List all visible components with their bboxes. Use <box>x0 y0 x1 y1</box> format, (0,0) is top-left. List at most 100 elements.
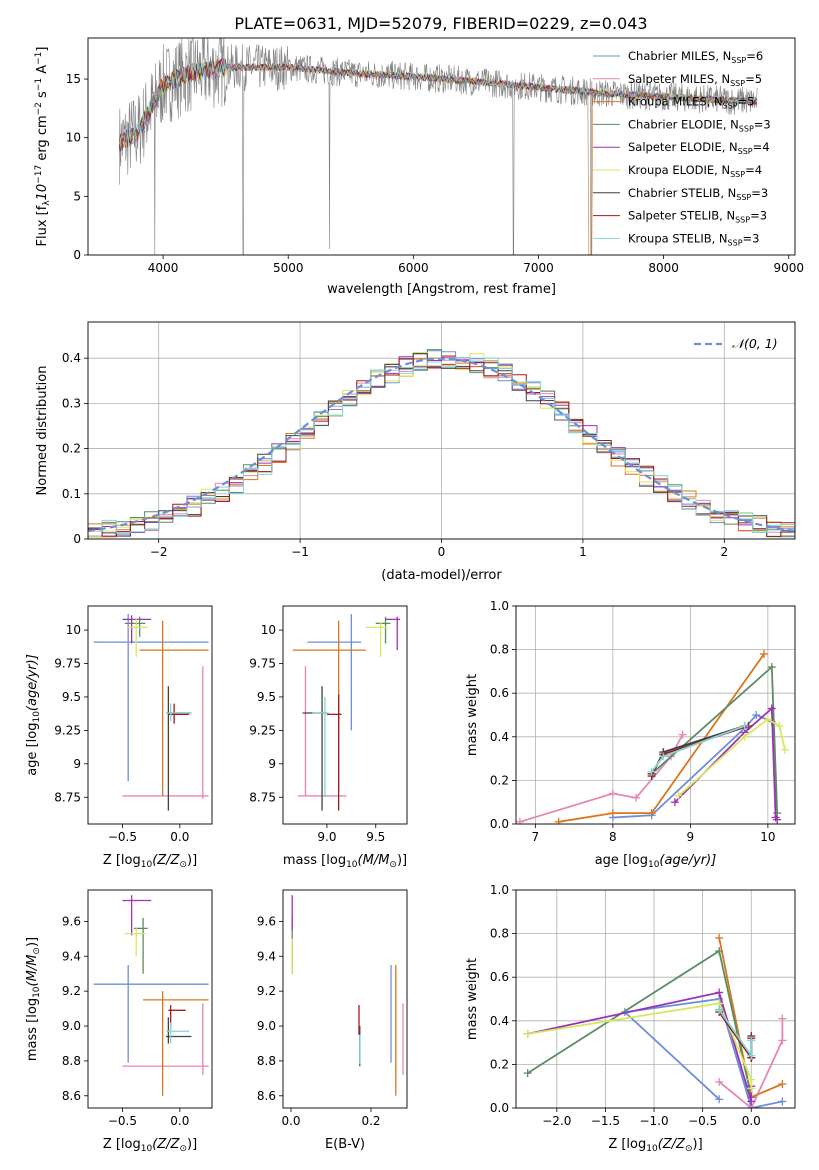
mass_vs_Z-ytick-label: 9.4 <box>62 949 81 963</box>
residual_hist-xlabel: (data-model)/error <box>381 568 502 583</box>
legend-entry: Kroupa STELIB, NSSP=3 <box>628 231 759 247</box>
weight_vs_age-ylabel: mass weight <box>465 674 480 756</box>
histogram-series <box>88 357 795 534</box>
spectrum-axes: 4000 5000 6000 7000 8000 9000 0 5 10 15 <box>66 72 804 275</box>
weight-marker <box>678 730 687 739</box>
mass_vs_Z-xtick-label: −0.5 <box>108 1114 137 1128</box>
residual_hist-ylabel: Normed distribution <box>35 366 50 496</box>
age_vs_Z-ylabel: age [log10(age/yr)] <box>25 654 42 776</box>
age_vs_mass-xtick-label: 9.0 <box>317 830 336 844</box>
weight-line <box>718 937 783 1099</box>
mass_vs_Z-frame <box>87 889 213 1109</box>
weight_vs_age-xtick-label: 10 <box>760 830 775 844</box>
weight-line <box>718 1018 784 1108</box>
errorbar-point <box>122 895 152 936</box>
mass_vs_Z-xlabel: Z [log10(Z/Z⊙)] <box>103 1137 197 1154</box>
mass_vs_EBV-axes: 0.0 0.2 8.6 8.8 9.0 9.2 9.4 9.6 <box>257 914 381 1128</box>
age_vs_mass-xlabel: mass [log10(M/M⊙)] <box>283 853 407 870</box>
mass_vs_EBV-ytick-label: 8.8 <box>257 1054 276 1068</box>
mass_vs_Z-axes: −0.5 0.0 8.6 8.8 9.0 9.2 9.4 9.6 <box>62 914 189 1128</box>
weight_vs_Z-xtick-label: −1.5 <box>591 1114 620 1128</box>
age_vs_mass-ytick-label: 8.75 <box>249 790 276 804</box>
age_vs_Z-xlabel: Z [log10(Z/Z⊙)] <box>103 853 197 870</box>
errorbar-point <box>93 964 209 1063</box>
weight_vs_Z-ytick-label: 0.8 <box>490 927 509 941</box>
errorbar-point <box>143 991 209 1096</box>
weight-marker <box>523 1029 532 1038</box>
residual_hist-axes: −2 −1 0 1 2 0 0.1 0.2 0.3 0.4 <box>62 322 795 559</box>
weight_vs_age-ytick-label: 0.6 <box>490 686 509 700</box>
mass_vs_EBV-xtick-label: 0.0 <box>281 1114 300 1128</box>
weight-marker <box>773 815 782 824</box>
errorbar-point <box>326 694 342 811</box>
spectrum-xlabel: wavelength [Angstrom, rest frame] <box>327 282 556 297</box>
errorbar-point <box>307 614 362 731</box>
weight-marker <box>715 1077 724 1086</box>
weight-marker <box>778 1080 787 1089</box>
weight_vs_age-series <box>516 649 789 824</box>
spectrum-ytick-label: 15 <box>66 72 81 86</box>
weight_vs_age-ytick-label: 1.0 <box>490 599 509 613</box>
weight-line <box>527 949 753 1098</box>
weight-marker <box>778 1014 787 1023</box>
age_vs_Z-points <box>93 614 209 811</box>
weight_vs_age-ytick-label: 0.0 <box>490 817 509 831</box>
weight-marker <box>647 809 656 818</box>
residual_hist-ytick-label: 0.4 <box>62 351 81 365</box>
weight-marker <box>715 933 724 942</box>
weight-marker <box>778 1036 787 1045</box>
age_vs_Z-ytick-label: 9.75 <box>54 657 81 671</box>
errorbar-point <box>166 1022 190 1044</box>
weight-marker <box>516 817 524 824</box>
mass_vs_EBV-ytick-label: 9.4 <box>257 949 276 963</box>
spectrum-ytick-label: 10 <box>66 131 81 145</box>
histogram-legend-label: 𝒩(0, 1) <box>732 336 778 351</box>
weight-marker <box>608 789 617 798</box>
errorbar-point <box>124 616 146 637</box>
mass_vs_Z-ytick-label: 8.8 <box>62 1054 81 1068</box>
spectrum-xtick-label: 5000 <box>273 261 304 275</box>
mass_vs_EBV-ytick-label: 8.6 <box>257 1089 276 1103</box>
weight-marker <box>767 663 776 672</box>
spectrum-xtick-label: 9000 <box>773 261 804 275</box>
weight-marker <box>747 1051 756 1060</box>
weight-marker <box>715 947 724 956</box>
errorbar-point <box>168 703 190 724</box>
weight_vs_Z-frame <box>515 889 796 1109</box>
weight-marker <box>670 798 679 807</box>
legend-entry: Chabrier STELIB, NSSP=3 <box>628 186 768 202</box>
age_vs_mass-ytick-label: 10 <box>261 623 276 637</box>
spectrum-ytick-label: 0 <box>73 248 81 262</box>
spectrum-xtick-label: 4000 <box>148 261 179 275</box>
residual_hist-ytick-label: 0.3 <box>62 396 81 410</box>
weight_vs_Z-ytick-label: 0.6 <box>490 970 509 984</box>
weight_vs_Z-xtick-label: 0.0 <box>742 1114 761 1128</box>
spectrum-legend: Chabrier MILES, NSSP=6 Salpeter MILES, NS… <box>593 49 771 247</box>
spectrum-lines <box>118 38 758 255</box>
weight-marker <box>747 1084 756 1093</box>
weight-marker <box>659 752 668 761</box>
weight_vs_Z-xlabel: Z [log10(Z/Z⊙)] <box>608 1137 702 1154</box>
age_vs_Z-ytick-label: 9.5 <box>62 690 81 704</box>
spectrum-ytick-label: 5 <box>73 189 81 203</box>
residual_hist-xtick-label: 0 <box>438 545 446 559</box>
age_vs_Z-frame <box>87 605 213 825</box>
weight-marker <box>715 988 724 997</box>
weight-line <box>651 665 779 814</box>
errorbar-point <box>166 703 192 722</box>
mass_vs_Z-ylabel: mass [log10(M/M⊙)] <box>25 937 42 1061</box>
errorbar-point <box>292 620 366 791</box>
weight_vs_Z-ylabel: mass weight <box>465 958 480 1040</box>
weight-marker <box>760 649 768 658</box>
weight-marker <box>747 1097 756 1106</box>
age_vs_mass-xtick-label: 9.5 <box>366 830 385 844</box>
age_vs_mass-ytick-label: 9.75 <box>249 657 276 671</box>
mass_vs_Z-points <box>93 895 209 1096</box>
spectrum-frame <box>87 37 796 256</box>
mass_vs_Z-ytick-label: 9.2 <box>62 984 81 998</box>
errorbar-point <box>128 618 148 657</box>
weight-marker <box>778 1097 787 1106</box>
mass_vs_EBV-ytick-label: 9.2 <box>257 984 276 998</box>
weight_vs_Z-series <box>523 933 787 1108</box>
weight-line <box>558 653 765 823</box>
